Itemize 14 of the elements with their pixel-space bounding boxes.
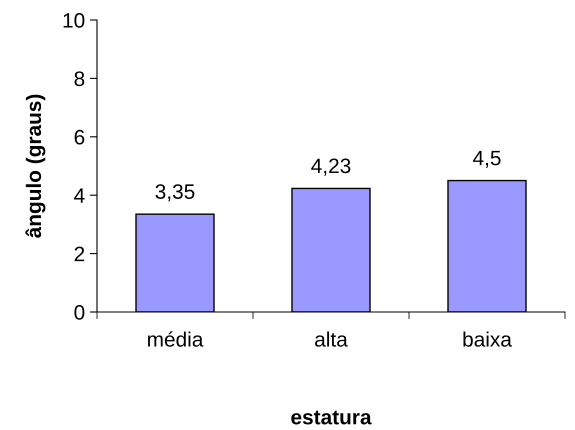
y-tick-label: 8 — [74, 71, 84, 86]
data-label: 4,23 — [311, 158, 350, 176]
y-tick-label: 0 — [74, 305, 84, 320]
y-tick-label: 4 — [74, 188, 85, 203]
x-tick-label: média — [148, 331, 204, 347]
y-tick-label: 10 — [64, 13, 84, 28]
data-label: 4,5 — [473, 150, 501, 168]
y-tick-label: 2 — [74, 246, 84, 262]
y-tick-label: 6 — [74, 130, 84, 145]
data-label: 3,35 — [156, 184, 194, 202]
y-axis-title: ângulo (graus) — [25, 94, 46, 238]
x-tick-label: alta — [315, 331, 348, 347]
x-axis-title: estatura — [291, 410, 372, 424]
x-tick-label: baixa — [463, 331, 512, 347]
